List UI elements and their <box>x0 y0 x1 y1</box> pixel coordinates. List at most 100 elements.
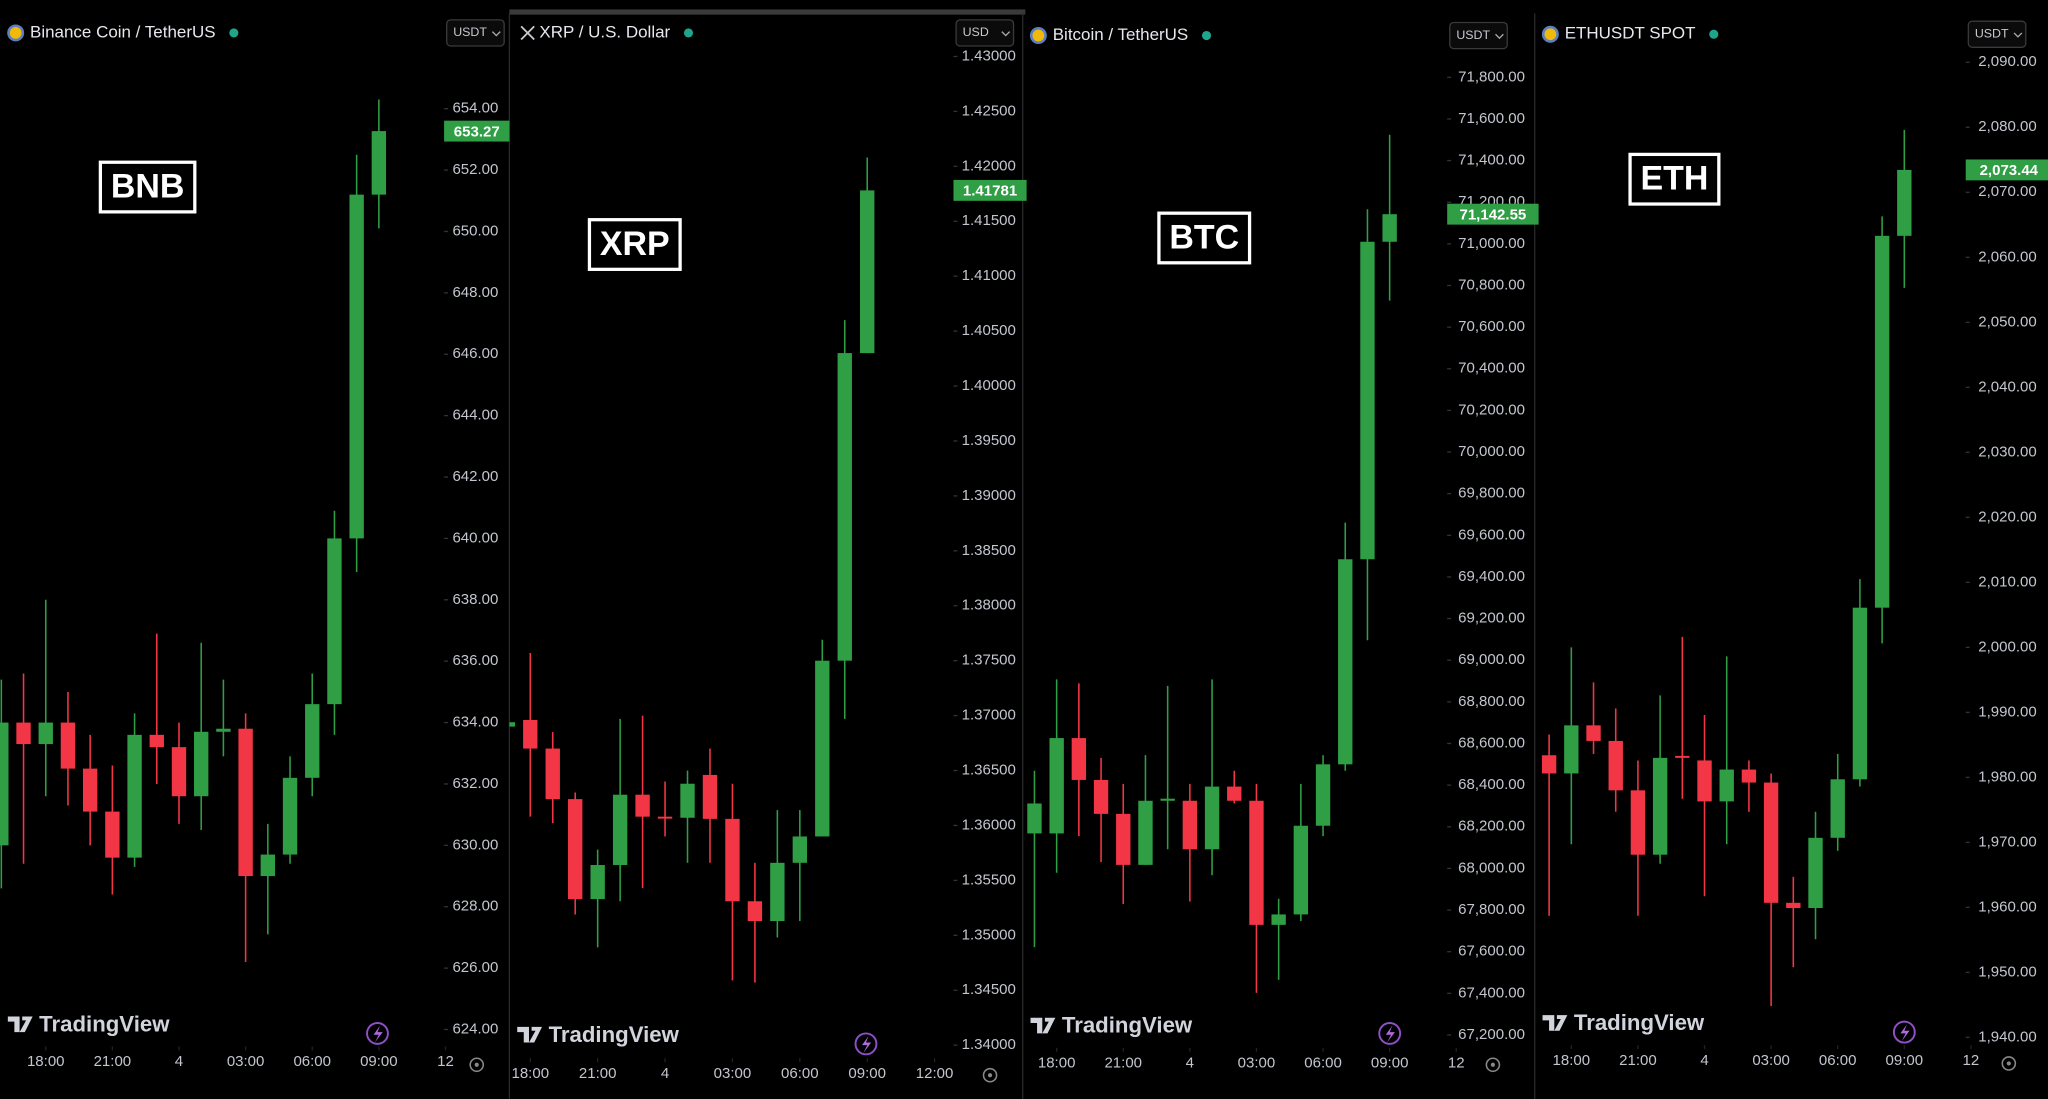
symbol-label-box <box>1157 211 1252 265</box>
status-dot <box>229 28 239 38</box>
y-tick-label: 67,400.00 <box>1458 984 1525 1001</box>
candle-body <box>1093 779 1109 814</box>
x-tick-label: 09:00 <box>848 1065 886 1082</box>
lightning-icon <box>373 1025 383 1043</box>
currency-label[interactable]: USDT <box>453 25 487 39</box>
chart-title: Bitcoin / TetherUS <box>1053 25 1189 44</box>
candle-body <box>1138 800 1153 865</box>
lightning-button[interactable] <box>1378 1021 1402 1045</box>
brand-name: TradingView <box>39 1011 170 1036</box>
settings-button[interactable] <box>469 1057 485 1073</box>
y-tick-label: 2,030.00 <box>1978 443 2036 460</box>
y-tick-label: 68,800.00 <box>1458 693 1525 710</box>
y-tick-label: 630.00 <box>452 836 498 853</box>
y-tick-label: 1.35000 <box>962 926 1016 943</box>
lightning-button[interactable] <box>1892 1020 1916 1044</box>
currency-select[interactable] <box>1967 20 2027 48</box>
y-tick-label: 1.42500 <box>962 102 1016 119</box>
brand-name: TradingView <box>1574 1010 1705 1035</box>
candle-body <box>680 783 695 818</box>
candle-body <box>371 131 387 195</box>
lightning-button[interactable] <box>854 1032 878 1056</box>
y-tick-label: 644.00 <box>452 407 498 424</box>
y-tick-label: 71,600.00 <box>1458 110 1525 127</box>
y-tick-label: 1.41500 <box>962 212 1016 229</box>
candle-body <box>1338 559 1353 765</box>
chart-title: XRP / U.S. Dollar <box>539 22 670 41</box>
symbol-label: BTC <box>1169 218 1239 256</box>
brand-name: TradingView <box>1062 1013 1193 1038</box>
currency-select[interactable] <box>1449 21 1508 50</box>
currency-select[interactable] <box>446 19 505 47</box>
settings-dot <box>2006 1061 2011 1066</box>
candle-body <box>1741 769 1757 783</box>
candle-body <box>1786 902 1801 909</box>
candle-body <box>216 728 231 732</box>
chevron <box>2013 32 2023 38</box>
x-tick-label: 03:00 <box>714 1065 752 1082</box>
symbol-label-box <box>98 160 197 214</box>
x-tick-label: 21:00 <box>579 1065 617 1082</box>
lightning-button[interactable] <box>366 1021 389 1045</box>
brand-name: TradingView <box>549 1022 680 1047</box>
candle-body <box>1541 755 1557 774</box>
x-tick-label: 06:00 <box>1304 1054 1342 1071</box>
y-tick-label: 68,400.00 <box>1458 776 1525 793</box>
plot-area <box>509 157 875 983</box>
x-tick-label: 06:00 <box>293 1053 331 1070</box>
last-price-label: 653.27 <box>454 123 500 140</box>
settings-dot <box>987 1073 993 1078</box>
candle-body <box>568 799 583 900</box>
brand-mark <box>517 1026 543 1043</box>
candle-body <box>1315 764 1331 826</box>
candle-body <box>1608 740 1623 791</box>
y-tick-label: 70,000.00 <box>1458 443 1525 460</box>
y-tick-label: 1,970.00 <box>1978 833 2036 850</box>
plot-area <box>1541 129 1912 1007</box>
y-tick-label: 2,020.00 <box>1978 508 2036 525</box>
settings-button[interactable] <box>1485 1057 1501 1073</box>
currency-select[interactable] <box>955 19 1015 47</box>
x-tick-label: 06:00 <box>1819 1052 1857 1069</box>
candle-body <box>1897 169 1912 236</box>
y-tick-label: 69,400.00 <box>1458 568 1525 585</box>
candle-body <box>1719 769 1734 802</box>
y-tick-label: 1.36500 <box>962 762 1016 779</box>
currency-label[interactable]: USD <box>963 25 989 39</box>
y-tick-label: 1.40500 <box>962 322 1016 339</box>
chart-title: ETHUSDT SPOT <box>1565 24 1696 43</box>
y-tick-label: 1.34500 <box>962 981 1016 998</box>
symbol-label: ETH <box>1641 159 1709 197</box>
y-tick-label: 1.35500 <box>962 871 1016 888</box>
chart-title: Binance Coin / TetherUS <box>30 22 216 41</box>
x-tick-label: 18:00 <box>511 1065 549 1082</box>
currency-label[interactable]: USDT <box>1975 27 2009 41</box>
y-tick-label: 634.00 <box>452 714 498 731</box>
candle-body <box>1675 755 1690 758</box>
y-tick-label: 68,600.00 <box>1458 734 1525 751</box>
y-tick-label: 2,010.00 <box>1978 573 2036 590</box>
candle-body <box>194 731 209 797</box>
candle-body <box>1160 798 1175 801</box>
x-tick-label: 06:00 <box>781 1065 819 1082</box>
x-tick-label: 03:00 <box>1238 1054 1276 1071</box>
close-icon <box>520 25 535 41</box>
candle-body <box>1697 760 1712 802</box>
y-tick-label: 654.00 <box>452 100 498 117</box>
chevron <box>491 31 501 37</box>
currency-label[interactable]: USDT <box>1456 28 1490 42</box>
candle-body <box>327 538 342 705</box>
candle-body <box>1852 607 1868 780</box>
x-tick-label: 03:00 <box>1752 1052 1790 1069</box>
y-tick-label: 2,060.00 <box>1978 248 2036 265</box>
x-tick-label: 12:00 <box>916 1065 954 1082</box>
candle-body <box>837 353 852 661</box>
settings-button[interactable] <box>2001 1056 2017 1071</box>
y-tick-label: 1.39000 <box>962 487 1016 504</box>
y-tick-label: 1,980.00 <box>1978 768 2036 785</box>
candle-body <box>747 901 763 922</box>
candle-body <box>82 768 98 812</box>
y-tick-label: 71,400.00 <box>1458 152 1525 169</box>
y-tick-label: 69,800.00 <box>1458 485 1525 502</box>
settings-button[interactable] <box>982 1067 998 1083</box>
